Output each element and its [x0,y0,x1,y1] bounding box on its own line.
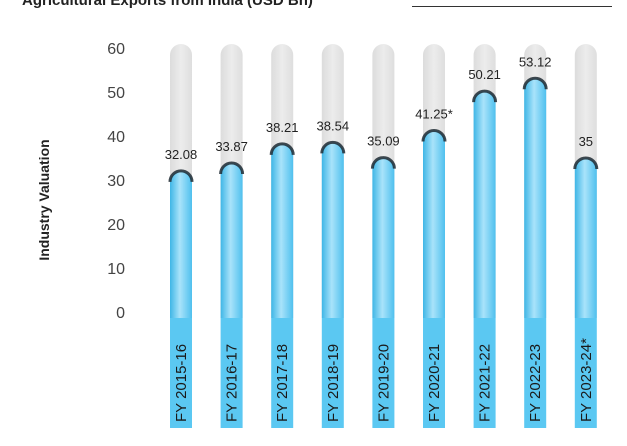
bar-cap [522,76,548,90]
bar-cap [168,169,194,182]
y-axis-ticks: 0 10 20 30 40 50 60 [107,41,125,322]
y-tick-label: 60 [107,41,125,58]
value-label: 50.21 [468,67,501,82]
value-label: 38.54 [317,118,350,133]
category-box [220,318,243,428]
category-box [271,318,294,428]
bar-cap [573,156,599,170]
bar-cap [219,161,245,175]
bar-cap [320,141,346,154]
bar-group: 33.87 FY 2016-17 [215,44,248,428]
bar [321,142,344,318]
y-tick-label: 40 [107,129,125,146]
bar [271,143,294,318]
bar-group: 32.08 FY 2015-16 [165,44,198,428]
value-label: 35.09 [367,134,400,149]
value-label: 33.87 [215,139,248,154]
bar-group: 41.25* FY 2020-21 [415,44,453,428]
value-label: 35 [579,134,593,149]
category-box [574,318,597,428]
value-label: 53.12 [519,54,552,69]
bar-group: 35 FY 2023-24* [573,44,599,428]
bar [574,158,597,318]
y-tick-label: 20 [107,217,125,234]
bar [473,91,496,318]
y-tick-label: 10 [107,261,125,278]
value-label: 41.25* [415,107,453,122]
chart-title: Agricultural Exports from India (USD Bn) [22,0,313,9]
category-box [372,318,395,428]
bar [372,157,395,318]
title-underline-rule [412,6,612,7]
x-tick-label: FY 2021-22 [477,344,494,422]
bar-group: 38.54 FY 2018-19 [317,44,350,428]
category-box [473,318,496,428]
bar-group: 53.12 FY 2022-23 [519,44,552,428]
y-tick-label: 50 [107,85,125,102]
bar [524,78,547,318]
x-tick-label: FY 2016-17 [224,344,241,422]
x-tick-label: FY 2019-20 [375,344,392,422]
bar-group: 50.21 FY 2021-22 [468,44,501,428]
bar-cap [421,129,447,142]
x-tick-label: FY 2017-18 [274,344,291,422]
bar [423,130,445,318]
bar [170,170,192,318]
x-tick-label: FY 2015-16 [173,344,190,422]
x-tick-label: FY 2023-24* [578,338,595,422]
y-tick-label: 30 [107,173,125,190]
x-tick-label: FY 2022-23 [527,344,544,422]
category-box [170,318,192,428]
x-tick-label: FY 2018-19 [325,344,342,422]
bars-group: 32.08 FY 2015-16 33.87 FY 2016-17 38.21 FY 20… [165,44,599,428]
category-box [423,318,445,428]
x-tick-label: FY 2020-21 [426,344,443,422]
value-label: 32.08 [165,147,198,162]
y-tick-label: 0 [116,305,125,322]
bar-cap [472,89,498,103]
bar-group: 38.21 FY 2017-18 [266,44,299,428]
value-label: 38.21 [266,120,299,135]
category-box [524,318,547,428]
bar-cap [370,156,396,169]
bar-cap [269,142,295,156]
bar [220,162,243,318]
category-box [321,318,344,428]
bar-group: 35.09 FY 2019-20 [367,44,400,428]
